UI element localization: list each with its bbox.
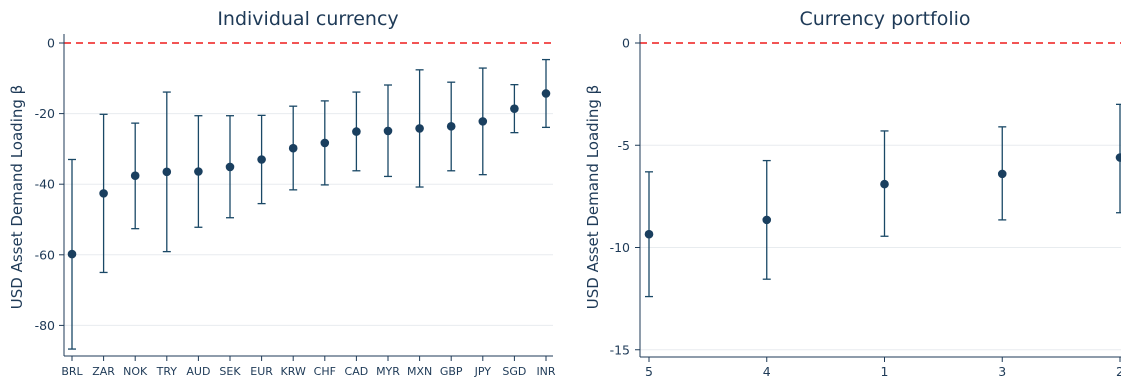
x-tick-label: ZAR xyxy=(92,365,115,378)
x-tick-label: 5 xyxy=(645,364,653,379)
x-tick-label: MXN xyxy=(407,365,432,378)
y-tick-label: -5 xyxy=(618,138,630,153)
y-tick-label: -60 xyxy=(35,247,55,262)
x-tick-label: TRY xyxy=(156,365,178,378)
data-point xyxy=(320,138,330,148)
x-tick-label: BRL xyxy=(61,365,83,378)
x-tick-label: KRW xyxy=(281,365,306,378)
x-tick-label: SEK xyxy=(219,365,241,378)
data-point xyxy=(644,229,654,239)
data-point xyxy=(383,126,393,136)
y-tick-label: 0 xyxy=(47,36,55,51)
data-point xyxy=(997,169,1007,179)
data-point xyxy=(67,249,77,259)
x-tick-label: 1 xyxy=(881,364,889,379)
y-axis-title: USD Asset Demand Loading β xyxy=(8,85,26,310)
data-point xyxy=(880,179,889,189)
x-tick-label: 3 xyxy=(998,364,1006,379)
x-tick-label: CHF xyxy=(314,365,336,378)
y-tick-label: -15 xyxy=(610,342,630,357)
data-point xyxy=(446,122,456,131)
x-tick-label: MYR xyxy=(376,365,400,378)
x-tick-label: 2 xyxy=(1116,364,1121,379)
data-point xyxy=(510,104,519,113)
y-tick-label: -80 xyxy=(35,318,55,333)
data-point xyxy=(478,117,488,126)
data-point xyxy=(130,171,140,181)
data-point xyxy=(288,143,298,153)
data-point xyxy=(257,155,266,164)
y-tick-label: 0 xyxy=(622,36,630,51)
panel-title: Currency portfolio xyxy=(799,8,970,30)
x-tick-label: SGD xyxy=(502,365,526,378)
data-point xyxy=(415,124,424,133)
x-tick-label: GBP xyxy=(440,365,463,378)
individual-currency-panel: Individual currency USD Asset Demand Loa… xyxy=(8,8,556,378)
y-axis-title: USD Asset Demand Loading β xyxy=(584,85,602,310)
x-tick-label: CAD xyxy=(345,365,369,378)
y-tick-label: -40 xyxy=(35,177,55,192)
x-tick-label: NOK xyxy=(123,365,148,378)
x-tick-label: EUR xyxy=(250,365,273,378)
x-tick-label: JPY xyxy=(474,365,492,378)
data-point xyxy=(541,89,551,98)
data-point xyxy=(225,162,235,172)
data-point xyxy=(352,127,361,136)
currency-portfolio-panel: Currency portfolio USD Asset Demand Load… xyxy=(584,8,1121,379)
y-tick-label: -20 xyxy=(35,106,55,121)
panel-title: Individual currency xyxy=(217,8,398,30)
data-point xyxy=(194,167,203,176)
x-tick-label: 4 xyxy=(763,364,771,379)
data-point xyxy=(1115,153,1121,162)
x-tick-label: AUD xyxy=(186,365,210,378)
x-tick-label: INR xyxy=(536,365,555,378)
y-tick-label: -10 xyxy=(610,240,630,255)
data-point xyxy=(162,167,172,177)
data-point xyxy=(99,189,108,198)
data-point xyxy=(762,215,772,225)
